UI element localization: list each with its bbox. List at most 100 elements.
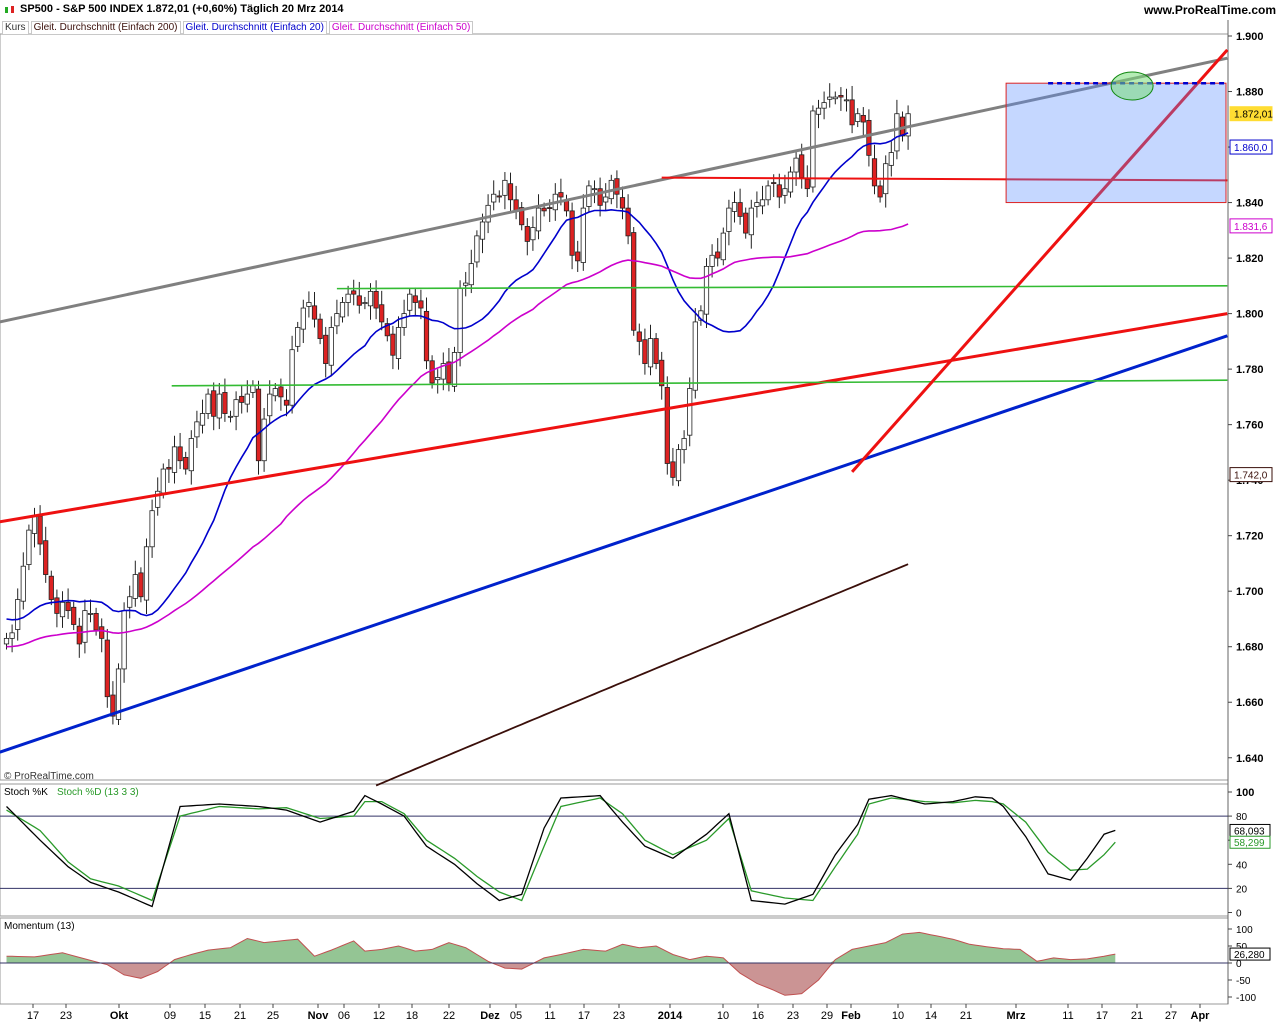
stoch-value: 58,299 [1234,838,1265,849]
candle [653,338,659,364]
watermark: © ProRealTime.com [4,771,94,782]
date-tick-label: Apr [1191,1010,1211,1022]
candle [541,207,547,212]
momentum-line [6,931,1116,996]
price-tick-label: 1.780 [1236,364,1264,376]
date-tick-label: 23 [60,1010,72,1022]
candle [603,196,609,203]
stoch-tick-label: 40 [1236,860,1248,871]
chart-title: SP500 - S&P 500 INDEX 1.872,01 (+0,60%) … [20,3,344,15]
candle [726,207,732,232]
price-tick-label: 1.880 [1236,87,1264,99]
candle [619,197,626,209]
sma50-line [6,223,909,648]
candle [115,668,122,720]
trendline-red-steep [850,48,1229,473]
candle [199,413,206,426]
legend-sma200[interactable]: Gleit. Durchschnitt (Einfach 200) [30,21,181,35]
momentum-axis: 100 50 0 -50 -100 26,280 [1228,925,1271,1004]
candle [815,107,822,115]
candle [127,596,133,608]
momentum-tick-label: -50 [1236,976,1251,987]
candle [524,226,530,242]
legend-sma50[interactable]: Gleit. Durchschnitt (Einfach 50) [328,21,474,35]
stoch-tick-label: 80 [1236,812,1248,823]
candle [43,540,49,575]
candle [250,385,256,393]
date-tick-label: 21 [960,1010,972,1022]
candle [407,293,413,311]
date-tick-label: 16 [752,1010,764,1022]
candle [558,192,564,198]
candles [3,83,911,726]
candle [905,113,911,137]
date-tick-label: 21 [234,1010,246,1022]
candle [183,456,189,470]
price-tick-label: 1.840 [1236,198,1264,210]
candle [782,188,788,196]
price-axis: 1.9001.8801.8601.8401.8201.8001.7801.760… [1228,31,1273,765]
legend-sma20[interactable]: Gleit. Durchschnitt (Einfach 20) [182,21,327,35]
site-link[interactable]: www.ProRealTime.com [1143,3,1276,17]
sma200-line [375,563,909,787]
candle [832,96,838,100]
candle [703,266,710,315]
candle [894,113,900,152]
price-tick-label: 1.640 [1236,753,1264,765]
date-tick-label: Dez [480,1010,500,1022]
candle [631,232,637,331]
date-tick-label: 17 [1096,1010,1108,1022]
candle [491,193,497,203]
candle [687,388,693,436]
candle [149,510,155,548]
candle [804,178,810,190]
trendline-green-upper [336,285,1228,290]
candle [188,438,194,472]
trendline-red-long [0,312,1228,524]
date-tick-label: 14 [925,1010,937,1022]
legend-kurs[interactable]: Kurs [2,21,29,35]
candle [26,529,32,565]
price-label-box [1229,106,1273,122]
candle [295,327,301,347]
trendline-blue [0,334,1228,754]
date-tick-label: 27 [1165,1010,1177,1022]
price-label-box [1229,139,1273,155]
candle [474,235,480,263]
candle [110,694,116,717]
candle [227,415,234,418]
candle [771,182,777,184]
candle [748,207,754,236]
candle [339,302,346,318]
stoch-tick-label: 20 [1236,884,1248,895]
price-tick-label: 1.800 [1236,309,1264,321]
candle [675,449,682,482]
candle [222,392,228,414]
candle [446,361,452,384]
date-tick-label: 23 [613,1010,625,1022]
candle [401,313,407,328]
candle [642,339,648,364]
candle [614,178,620,195]
candle [507,183,514,201]
candle [384,323,390,337]
candle [625,207,631,237]
candle [239,395,245,403]
candle [827,96,833,100]
price-tick-label: 1.700 [1236,586,1264,598]
price-tick-label: 1.900 [1236,31,1264,43]
candle [496,195,502,198]
candle [855,113,861,122]
candle [759,199,766,207]
momentum-tick-label: 0 [1236,959,1242,970]
candle [59,601,66,618]
candle [155,490,161,508]
candle [468,263,474,286]
date-axis: 17 23 Okt 09 15 21 25 Nov 06 12 18 22 Dez 05 11 17 23 201… [27,1004,1210,1022]
candlestick-icon [5,6,14,13]
candle [720,232,726,261]
candle [379,304,385,323]
candle [670,461,676,478]
candle [530,227,536,241]
